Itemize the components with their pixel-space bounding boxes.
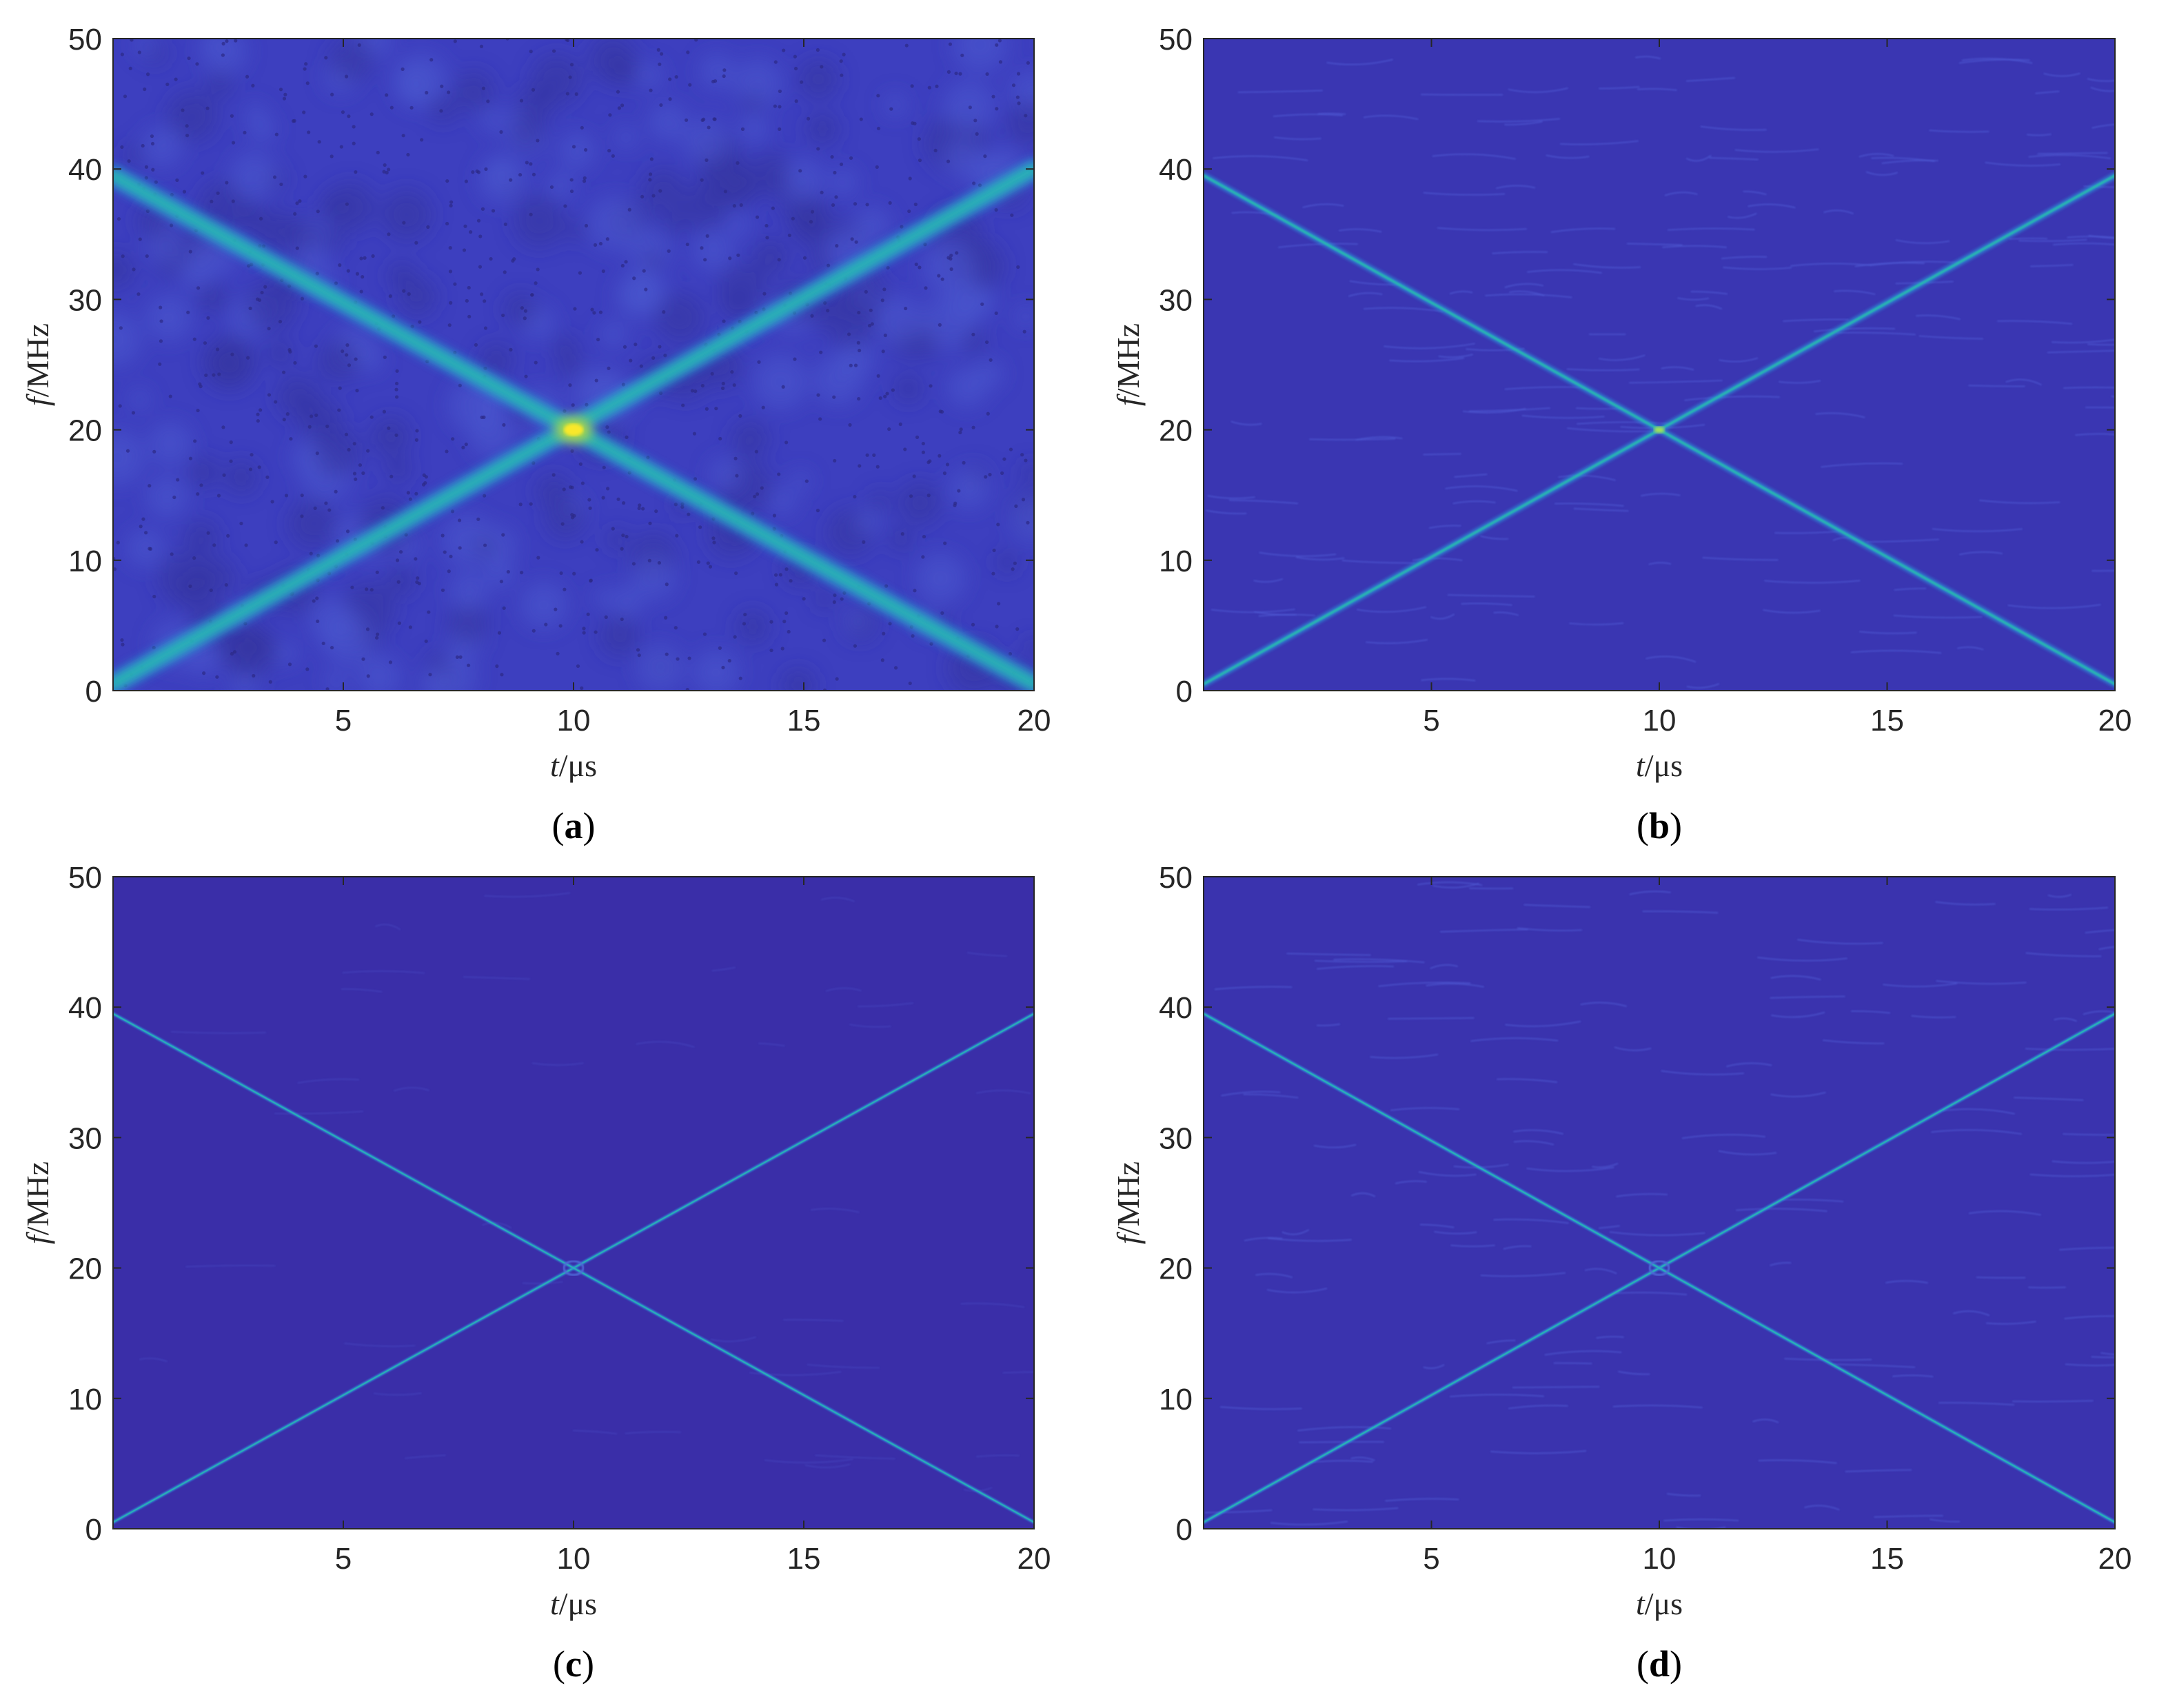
heatmap-c xyxy=(113,877,1034,1529)
y-tick-label: 10 xyxy=(68,1383,102,1416)
heatmap-background xyxy=(1204,877,2115,1529)
x-tick-label: 5 xyxy=(335,1542,352,1576)
y-tick-label: 20 xyxy=(1159,414,1193,448)
heatmap-background xyxy=(113,877,1034,1529)
y-tick-label: 0 xyxy=(85,1513,102,1547)
x-tick-label: 20 xyxy=(1017,1542,1051,1576)
y-tick-label: 30 xyxy=(68,1121,102,1155)
y-tick-label: 10 xyxy=(1159,545,1193,578)
y-tick-label: 20 xyxy=(68,414,102,448)
x-tick-label: 5 xyxy=(335,704,352,738)
noise-streaks xyxy=(1206,56,2115,689)
y-tick-label: 40 xyxy=(68,991,102,1025)
y-tick-label: 50 xyxy=(1159,23,1193,57)
noise-streaks xyxy=(139,892,1034,1492)
axes-c: 5 10 15 20 0 10 20 30 40 50 t/μs f/MHz xyxy=(20,861,1051,1621)
y-axis-label: f/MHz xyxy=(20,1161,55,1244)
intersection-peak xyxy=(1654,426,1665,434)
axes-a: 5 10 15 20 0 10 20 30 40 50 t/μs f/MHz xyxy=(20,23,1051,783)
y-tick-label: 50 xyxy=(68,861,102,895)
x-tick-label: 5 xyxy=(1423,1542,1439,1576)
x-tick-label: 20 xyxy=(1017,704,1051,738)
y-tick-label: 50 xyxy=(68,23,102,57)
y-axis-label: f/MHz xyxy=(1111,323,1146,406)
x-axis-label: t/μs xyxy=(1636,1586,1683,1621)
panel-caption: (a) xyxy=(552,805,596,846)
y-axis-label: f/MHz xyxy=(20,323,55,406)
x-axis-label: t/μs xyxy=(1636,748,1683,783)
y-tick-label: 0 xyxy=(85,675,102,709)
x-tick-label: 15 xyxy=(787,1542,821,1576)
noise-streaks xyxy=(1204,882,2115,1529)
x-axis-label: t/μs xyxy=(550,1586,597,1621)
panel-d: 5 10 15 20 0 10 20 30 40 50 t/μs f/MHz (d) xyxy=(1111,861,2131,1685)
y-tick-label: 30 xyxy=(1159,283,1193,317)
panel-c: 5 10 15 20 0 10 20 30 40 50 t/μs f/MHz (c) xyxy=(20,861,1051,1685)
x-tick-label: 15 xyxy=(1870,1542,1904,1576)
x-axis-label: t/μs xyxy=(550,748,597,783)
axes-b: 5 10 15 20 0 10 20 30 40 50 t/μs f/MHz xyxy=(1111,23,2131,783)
heatmap-b xyxy=(1204,39,2115,691)
chirp-line-2 xyxy=(113,1012,1034,1524)
heatmap-a xyxy=(113,39,1034,691)
x-tick-label: 20 xyxy=(2098,704,2132,738)
y-tick-label: 30 xyxy=(68,283,102,317)
y-tick-label: 0 xyxy=(1176,1513,1193,1547)
y-tick-label: 20 xyxy=(68,1252,102,1286)
y-tick-label: 10 xyxy=(68,545,102,578)
y-tick-label: 40 xyxy=(1159,153,1193,187)
y-tick-label: 20 xyxy=(1159,1252,1193,1286)
x-tick-label: 15 xyxy=(787,704,821,738)
axes-d: 5 10 15 20 0 10 20 30 40 50 t/μs f/MHz xyxy=(1111,861,2131,1621)
x-tick-label: 15 xyxy=(1870,704,1904,738)
chirp-line-2 xyxy=(1204,1012,2115,1525)
heatmap-d xyxy=(1204,877,2115,1529)
y-tick-label: 40 xyxy=(1159,991,1193,1025)
x-tick-label: 20 xyxy=(2098,1542,2132,1576)
panel-b: 5 10 15 20 0 10 20 30 40 50 t/μs f/MHz (b) xyxy=(1111,23,2131,846)
x-tick-label: 5 xyxy=(1423,704,1439,738)
panel-caption: (c) xyxy=(553,1643,594,1685)
y-tick-label: 0 xyxy=(1176,675,1193,709)
x-tick-label: 10 xyxy=(557,704,591,738)
intersection-peak xyxy=(563,1260,585,1277)
y-tick-label: 30 xyxy=(1159,1121,1193,1155)
y-tick-label: 40 xyxy=(68,153,102,187)
intersection-peak xyxy=(556,417,591,443)
x-tick-label: 10 xyxy=(1643,704,1677,738)
x-tick-label: 10 xyxy=(557,1542,591,1576)
y-axis-label: f/MHz xyxy=(1111,1161,1146,1244)
panel-caption: (b) xyxy=(1637,805,1682,846)
panel-caption: (d) xyxy=(1637,1643,1682,1685)
x-tick-label: 10 xyxy=(1643,1542,1677,1576)
y-tick-label: 50 xyxy=(1159,861,1193,895)
heatmap-background xyxy=(1204,39,2115,691)
intersection-peak xyxy=(1648,1260,1670,1277)
panel-a: 5 10 15 20 0 10 20 30 40 50 t/μs f/MHz (a) xyxy=(20,23,1051,846)
y-tick-label: 10 xyxy=(1159,1383,1193,1416)
